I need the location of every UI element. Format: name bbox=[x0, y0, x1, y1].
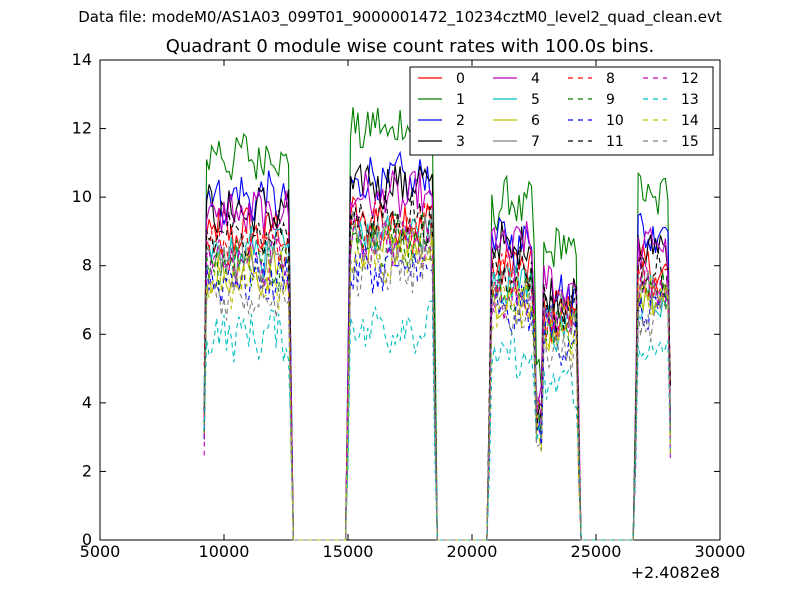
series-line-9 bbox=[203, 211, 671, 541]
legend-label-14: 14 bbox=[681, 113, 699, 129]
y-tick-label: 12 bbox=[72, 119, 92, 138]
legend-label-15: 15 bbox=[681, 134, 699, 150]
figure-suptitle: Data file: modeM0/AS1A03_099T01_90000014… bbox=[78, 8, 722, 26]
y-tick-label: 4 bbox=[82, 393, 92, 412]
y-tick-label: 10 bbox=[72, 187, 92, 206]
series-line-11 bbox=[203, 190, 671, 541]
series-line-4 bbox=[203, 170, 671, 541]
legend-label-0: 0 bbox=[456, 71, 465, 87]
legend-label-5: 5 bbox=[531, 92, 540, 108]
lines-layer bbox=[203, 107, 671, 541]
series-line-15 bbox=[203, 242, 671, 541]
y-tick-label: 6 bbox=[82, 324, 92, 343]
y-tick-label: 2 bbox=[82, 461, 92, 480]
legend-label-2: 2 bbox=[456, 113, 465, 129]
x-offset-label: +2.4082e8 bbox=[631, 563, 720, 582]
legend-label-7: 7 bbox=[531, 134, 540, 150]
x-tick-label: 25000 bbox=[571, 542, 622, 561]
plot-frame bbox=[99, 59, 721, 541]
series-line-14 bbox=[203, 230, 671, 541]
legend-label-12: 12 bbox=[681, 71, 699, 87]
x-tick-label: 20000 bbox=[447, 542, 498, 561]
x-tick-label: 10000 bbox=[199, 542, 250, 561]
y-tick-label: 8 bbox=[82, 256, 92, 275]
x-tick-label: 5000 bbox=[80, 542, 121, 561]
legend-label-8: 8 bbox=[606, 71, 615, 87]
legend-label-10: 10 bbox=[606, 113, 624, 129]
y-tick-label: 0 bbox=[82, 530, 92, 549]
series-line-1 bbox=[203, 107, 671, 541]
series-line-12 bbox=[203, 212, 671, 541]
legend-label-4: 4 bbox=[531, 71, 540, 87]
legend-frame bbox=[409, 66, 714, 156]
legend-label-9: 9 bbox=[606, 92, 615, 108]
x-tick-label: 30000 bbox=[695, 542, 746, 561]
series-line-3 bbox=[203, 163, 671, 541]
legend-label-11: 11 bbox=[606, 134, 624, 150]
chart-title: Quadrant 0 module wise count rates with … bbox=[165, 36, 655, 57]
legend-label-13: 13 bbox=[681, 92, 699, 108]
legend-label-6: 6 bbox=[531, 113, 540, 129]
x-tick-label: 15000 bbox=[323, 542, 374, 561]
legend-label-1: 1 bbox=[456, 92, 465, 108]
y-tick-label: 14 bbox=[72, 50, 92, 69]
series-line-13 bbox=[203, 300, 671, 541]
legend-label-3: 3 bbox=[456, 134, 465, 150]
series-line-2 bbox=[203, 150, 671, 541]
